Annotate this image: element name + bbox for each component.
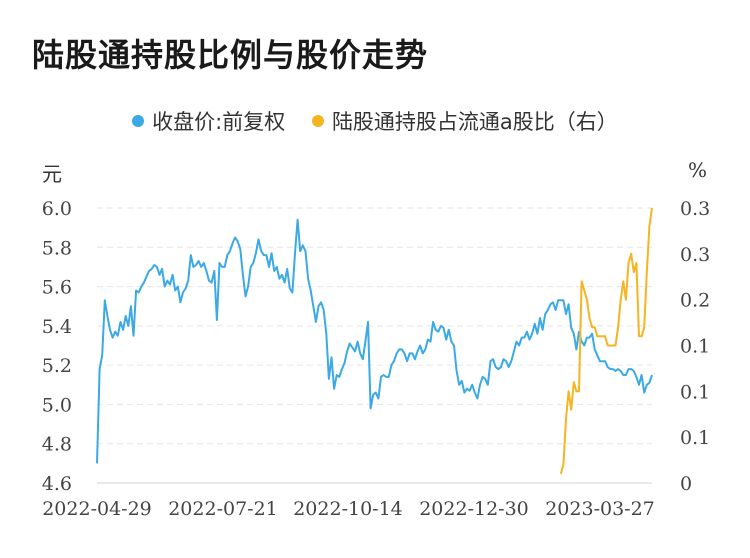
y-right-tick-label: 0.2 <box>680 290 710 312</box>
y-right-tick-label: 0 <box>680 473 692 495</box>
y-left-tick-label: 5.6 <box>42 277 72 299</box>
y-left-tick-label: 5.2 <box>42 355 72 377</box>
x-tick-label: 2022-10-14 <box>293 498 403 520</box>
y-left-tick-label: 5.4 <box>42 316 72 338</box>
y-left-tick-label: 4.8 <box>42 434 72 456</box>
right-axis-unit: % <box>688 158 708 182</box>
x-tick-label: 2022-04-29 <box>42 498 152 520</box>
x-tick-label: 2022-12-30 <box>419 498 529 520</box>
y-left-tick-label: 6.0 <box>42 198 72 220</box>
legend: 收盘价:前复权 陆股通持股占流通a股比（右） <box>0 106 750 136</box>
series-line-ratio <box>559 207 653 475</box>
y-right-tick-label: 0.3 <box>680 198 710 220</box>
series-line-price <box>96 218 653 464</box>
y-right-tick-label: 0.1 <box>680 427 710 449</box>
legend-label-ratio: 陆股通持股占流通a股比（右） <box>331 110 618 134</box>
legend-item-ratio[interactable]: 陆股通持股占流通a股比（右） <box>311 106 618 136</box>
chart-title: 陆股通持股比例与股价走势 <box>32 36 429 74</box>
y-left-tick-label: 5.8 <box>42 237 72 259</box>
y-right-tick-label: 0.1 <box>680 381 710 403</box>
left-axis-unit: 元 <box>42 162 62 186</box>
grid <box>97 207 652 484</box>
legend-dot-price <box>132 115 145 127</box>
x-tick-label: 2022-07-21 <box>168 498 278 520</box>
legend-dot-ratio <box>311 115 324 127</box>
series-layer <box>96 207 653 475</box>
y-axis-left: 4.6 4.8 5.0 5.2 5.4 5.6 5.8 6.0 <box>42 198 72 495</box>
x-axis: 2022-04-29 2022-07-21 2022-10-14 2022-12-30… <box>42 498 655 520</box>
y-right-tick-label: 0.1 <box>680 336 710 358</box>
legend-label-price: 收盘价:前复权 <box>152 110 286 134</box>
y-left-tick-label: 5.0 <box>42 394 72 416</box>
legend-item-price[interactable]: 收盘价:前复权 <box>132 106 285 136</box>
y-axis-right: 0 0.1 0.1 0.1 0.2 0.3 0.3 <box>680 198 710 495</box>
y-left-tick-label: 4.6 <box>42 473 72 495</box>
x-tick-label: 2023-03-27 <box>545 498 655 520</box>
y-right-tick-label: 0.3 <box>680 244 710 266</box>
